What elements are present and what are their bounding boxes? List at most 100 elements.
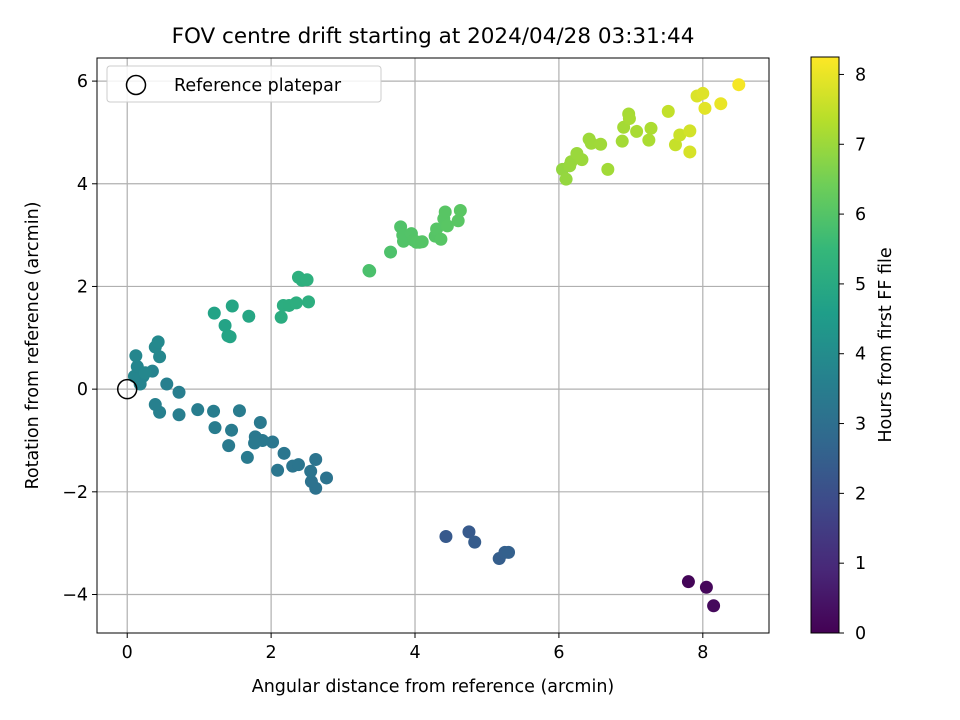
data-point	[271, 463, 285, 477]
reference-point	[116, 378, 138, 400]
data-point	[615, 134, 629, 148]
data-point	[289, 296, 303, 310]
data-point	[363, 264, 377, 278]
data-point	[683, 145, 697, 159]
data-point	[439, 529, 453, 543]
data-point	[453, 203, 467, 217]
colorbar: 0 1 2 3 4 5 6 7 8 Hours from first FF file	[810, 56, 896, 644]
y-axis-ticks: −4 −2 0 2 4 6	[62, 72, 97, 605]
colorbar-tick-label: 3	[855, 415, 866, 435]
colorbar-ticks: 0 1 2 3 4 5 6 7 8	[839, 65, 866, 644]
plot-frame	[96, 57, 770, 634]
data-point	[699, 580, 713, 594]
data-point	[291, 458, 305, 472]
data-point	[302, 295, 316, 309]
data-point	[468, 535, 482, 549]
data-point	[277, 446, 291, 460]
legend-entry: Reference platepar	[174, 76, 342, 96]
data-point	[594, 137, 608, 151]
colorbar-tick-label: 0	[855, 624, 866, 644]
x-tick-label: 6	[553, 643, 564, 663]
y-tick-label: −4	[62, 585, 88, 605]
data-point	[681, 575, 695, 589]
y-tick-label: −2	[62, 483, 88, 503]
data-point	[304, 464, 318, 478]
data-point	[191, 403, 205, 417]
data-point	[622, 112, 636, 126]
data-point	[630, 124, 644, 138]
data-point	[218, 318, 232, 332]
y-tick-label: 6	[77, 72, 88, 92]
x-axis-label: Angular distance from reference (arcmin)	[252, 677, 615, 697]
data-point	[242, 309, 256, 323]
y-tick-label: 0	[77, 380, 88, 400]
data-point	[661, 104, 675, 118]
colorbar-tick-label: 1	[855, 554, 866, 574]
data-point	[300, 273, 314, 287]
data-point	[696, 86, 710, 100]
data-point	[575, 153, 589, 167]
data-point	[172, 408, 186, 422]
legend-box	[106, 65, 382, 103]
data-point	[160, 377, 174, 391]
y-tick-label: 4	[77, 175, 88, 195]
legend: Reference platepar	[106, 65, 382, 103]
colorbar-tick-label: 7	[855, 135, 866, 155]
data-point	[266, 435, 280, 449]
data-point	[207, 404, 221, 418]
y-tick-label: 2	[77, 277, 88, 297]
data-point	[683, 124, 697, 138]
data-point	[207, 306, 221, 320]
data-point	[240, 450, 254, 464]
data-point	[148, 398, 162, 412]
data-point	[430, 222, 444, 236]
data-point	[248, 436, 262, 450]
colorbar-label: Hours from first FF file	[876, 247, 896, 442]
x-tick-label: 2	[266, 643, 277, 663]
data-point	[222, 439, 236, 453]
x-tick-label: 8	[697, 643, 708, 663]
data-point	[129, 349, 143, 363]
grid-lines	[97, 58, 769, 633]
x-tick-label: 4	[409, 643, 420, 663]
data-point	[127, 369, 141, 383]
y-axis-label: Rotation from reference (arcmin)	[23, 202, 43, 490]
legend-marker-icon	[125, 74, 147, 96]
colorbar-tick-label: 8	[855, 65, 866, 85]
data-point	[559, 172, 573, 186]
data-point	[153, 350, 167, 364]
data-point	[707, 599, 721, 613]
data-point	[668, 138, 682, 152]
data-point	[732, 78, 746, 92]
reference-marker	[116, 378, 138, 400]
colorbar-tick-label: 5	[855, 275, 866, 295]
data-point	[644, 121, 658, 135]
data-point	[320, 471, 334, 485]
data-point	[698, 101, 712, 115]
colorbar-tick-label: 4	[855, 345, 866, 365]
data-point	[309, 452, 323, 466]
data-point	[502, 545, 516, 559]
data-point	[225, 423, 239, 437]
data-point	[138, 366, 152, 380]
data-point	[642, 133, 656, 147]
data-point	[274, 310, 288, 324]
data-point	[232, 404, 246, 418]
x-axis-ticks: 0 2 4 6 8	[122, 633, 708, 663]
data-point	[151, 335, 165, 349]
data-point	[714, 97, 728, 111]
data-point	[304, 475, 318, 489]
data-point	[673, 128, 687, 142]
chart-title: FOV centre drift starting at 2024/04/28 …	[172, 24, 695, 49]
data-point	[225, 299, 239, 313]
data-point	[601, 162, 615, 176]
data-point	[384, 245, 398, 259]
colorbar-gradient	[811, 57, 839, 633]
colorbar-tick-label: 6	[855, 205, 866, 225]
data-point	[223, 330, 237, 344]
data-point	[451, 214, 465, 228]
data-point	[253, 416, 267, 430]
colorbar-frame	[810, 56, 840, 634]
x-tick-label: 0	[122, 643, 133, 663]
